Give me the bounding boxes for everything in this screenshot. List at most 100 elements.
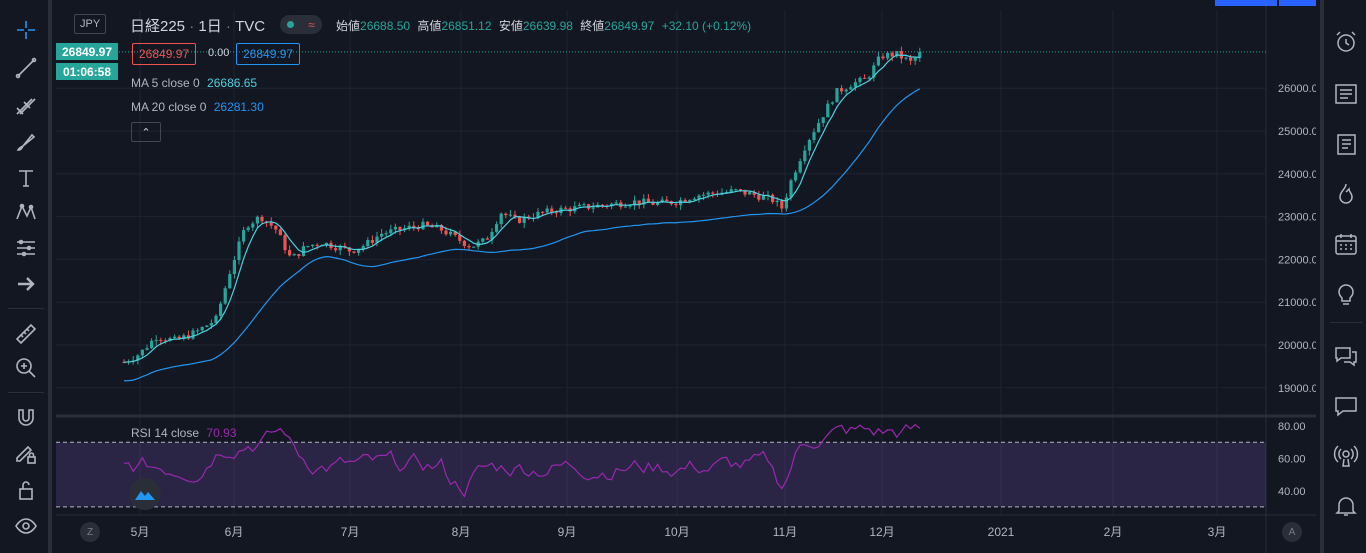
market-status-badge[interactable]: ≈ [280,15,322,34]
candle-body [154,339,158,341]
eye-icon[interactable] [10,510,42,542]
news-icon[interactable] [1330,78,1362,110]
lock-icon[interactable] [10,474,42,506]
candle-body [269,221,273,226]
candle-body [191,330,195,339]
ma20-value: 26281.30 [213,100,264,114]
interval[interactable]: 1日 [198,18,222,35]
hotlist-icon[interactable] [1330,178,1362,210]
chart-area[interactable]: 26000.00 25000.00 24000.00 23000.00 22000.00… [56,0,1316,553]
candle-body [545,208,549,213]
top-action-button[interactable] [1215,0,1277,6]
candle-body [481,238,485,242]
stream-icon[interactable] [1330,440,1362,472]
candle-body [412,225,416,228]
notifications-icon[interactable] [1330,490,1362,522]
candle-body [757,194,761,200]
calendar-icon[interactable] [1330,228,1362,260]
watchlist-icon[interactable] [1330,128,1362,160]
candle-body [702,194,706,196]
left-toolbar [0,0,52,553]
pattern-icon[interactable] [10,196,42,228]
ma20-label[interactable]: MA 20 close 0 [131,100,207,114]
close-value: 26849.97 [604,19,655,33]
candle-body [886,52,890,59]
candle-body [867,77,871,79]
tradingview-logo-icon[interactable] [129,478,161,510]
candle-body [789,180,793,198]
chat-icon[interactable] [1330,340,1362,372]
candle-body [582,204,586,206]
candle-body [748,192,752,195]
candle-body [338,245,342,251]
candle-body [628,205,632,207]
candle-body [485,238,489,240]
candle-body [209,322,213,326]
candle-body [683,199,687,202]
rsi-tick-label: 60.00 [1278,453,1306,465]
candle-body [651,202,655,205]
candle-body [122,362,126,364]
magnet-icon[interactable] [10,402,42,434]
ma5-label[interactable]: MA 5 close 0 [131,76,200,90]
candle-body [577,204,581,207]
candle-body [324,242,328,246]
candle-body [150,340,154,349]
candle-body [623,206,627,208]
buy-button[interactable]: 26849.97 [236,43,301,65]
candle-body [812,132,816,140]
candle-body [228,274,232,289]
time-axis-left-button[interactable]: Z [80,522,100,542]
currency-button[interactable]: JPY [74,14,107,34]
candle-body [807,139,811,151]
open-label: 始値 [336,19,361,33]
time-axis-label: 11月 [773,525,797,539]
candle-body [472,246,476,248]
rsi-label[interactable]: RSI 14 close [131,426,200,440]
candle-body [692,198,696,200]
auto-scale-button[interactable]: A [1282,522,1302,542]
candle-body [366,240,370,247]
trend-line-icon[interactable] [10,52,42,84]
lock-pencil-icon[interactable] [10,438,42,470]
arrow-icon[interactable] [10,268,42,300]
alarm-clock-icon[interactable] [1330,26,1362,58]
chart-canvas[interactable]: 26000.00 25000.00 24000.00 23000.00 22000.00… [56,0,1316,553]
prediction-icon[interactable] [10,232,42,264]
zoom-in-icon[interactable] [10,352,42,384]
candle-body [140,349,144,356]
text-icon[interactable] [10,162,42,194]
low-label: 安値 [498,19,523,33]
candle-body [495,224,499,232]
sell-button[interactable]: 26849.97 [132,43,197,65]
candle-body [711,192,715,194]
messages-icon[interactable] [1330,390,1362,422]
candle-body [177,336,181,339]
symbol-name[interactable]: 日経225 [130,18,186,35]
candle-body [508,214,512,216]
candle-body [587,204,591,209]
low-value: 26639.98 [522,19,573,33]
candle-body [347,247,351,252]
toolbar-divider [8,392,44,393]
candle-body [278,229,282,236]
candle-body [145,348,149,350]
candle-body [863,77,867,79]
high-value: 26851.12 [441,19,492,33]
top-action-button-2[interactable] [1279,0,1316,6]
crosshair-icon[interactable] [10,14,42,46]
candle-body [536,211,540,218]
ideas-icon[interactable] [1330,278,1362,310]
collapse-legend-chevron-up-icon[interactable]: ⌃ [131,122,161,142]
candle-body [288,250,292,256]
candle-body [426,221,430,226]
candle-body [398,226,402,231]
time-axis-label: 12月 [869,525,894,539]
ruler-icon[interactable] [10,318,42,350]
brush-icon[interactable] [10,126,42,158]
candle-body [159,339,163,341]
fib-icon[interactable] [10,90,42,122]
candle-body [449,231,453,235]
time-axis-label: 9月 [558,525,577,539]
candle-body [849,87,853,90]
